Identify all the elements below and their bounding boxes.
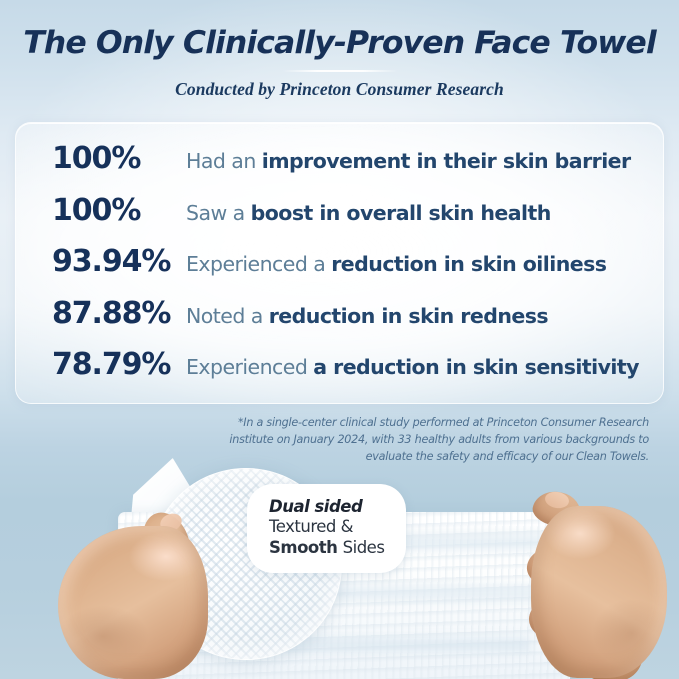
stat-emphasis: reduction in skin redness xyxy=(268,303,549,328)
callout-title: Dual sided xyxy=(269,497,363,516)
stat-description: Had an improvement in their skin barrier xyxy=(186,149,631,173)
stat-lead: Experienced xyxy=(186,355,314,379)
product-photo: Dual sided Textured & Smooth Sides xyxy=(0,430,679,679)
stat-lead: Noted a xyxy=(186,303,269,328)
study-footnote: *In a single-center clinical study perfo… xyxy=(229,416,649,464)
dual-sided-callout: Dual sided Textured & Smooth Sides xyxy=(247,484,407,574)
right-hand xyxy=(531,506,667,678)
stat-lead: Had an xyxy=(186,149,262,173)
stat-description: Saw a boost in overall skin health xyxy=(186,201,551,225)
header: The Only Clinically-Proven Face Towel Co… xyxy=(0,0,679,100)
left-hand xyxy=(58,526,208,679)
stat-percent: 78.79% xyxy=(52,347,171,382)
stat-row: 87.88% Noted a reduction in skin redness xyxy=(16,296,663,348)
stat-percent: 100% xyxy=(52,192,141,228)
stat-percent: 100% xyxy=(52,141,141,176)
stat-lead: Saw a xyxy=(186,200,251,225)
stat-row: 100% Saw a boost in overall skin health xyxy=(16,193,663,245)
stat-emphasis: a reduction in skin sensitivity xyxy=(313,355,639,379)
stat-row: 93.94% Experienced a reduction in skin o… xyxy=(16,244,663,296)
stat-percent: 93.94% xyxy=(52,244,171,279)
stat-row: 78.79% Experienced a reduction in skin s… xyxy=(16,347,663,399)
page-title: The Only Clinically-Proven Face Towel xyxy=(23,25,656,61)
title-divider xyxy=(281,70,398,73)
callout-line-2-rest: Sides xyxy=(342,537,385,557)
stat-emphasis: improvement in their skin barrier xyxy=(261,149,631,173)
stat-percent: 87.88% xyxy=(52,295,171,331)
stat-lead: Experienced a xyxy=(186,252,332,276)
callout-line-2-bold: Smooth xyxy=(269,537,343,557)
callout-line-1: Textured & xyxy=(269,517,354,537)
stat-description: Noted a reduction in skin redness xyxy=(186,303,549,328)
stats-panel: 100% Had an improvement in their skin ba… xyxy=(15,122,664,404)
stat-emphasis: boost in overall skin health xyxy=(250,200,552,225)
stat-description: Experienced a reduction in skin sensitiv… xyxy=(186,355,639,379)
page-subtitle: Conducted by Princeton Consumer Research xyxy=(175,79,504,100)
stat-emphasis: reduction in skin oiliness xyxy=(331,252,607,276)
stat-row: 100% Had an improvement in their skin ba… xyxy=(16,141,663,193)
callout-line-2: Smooth Sides xyxy=(269,537,385,558)
stat-description: Experienced a reduction in skin oiliness xyxy=(186,252,607,276)
